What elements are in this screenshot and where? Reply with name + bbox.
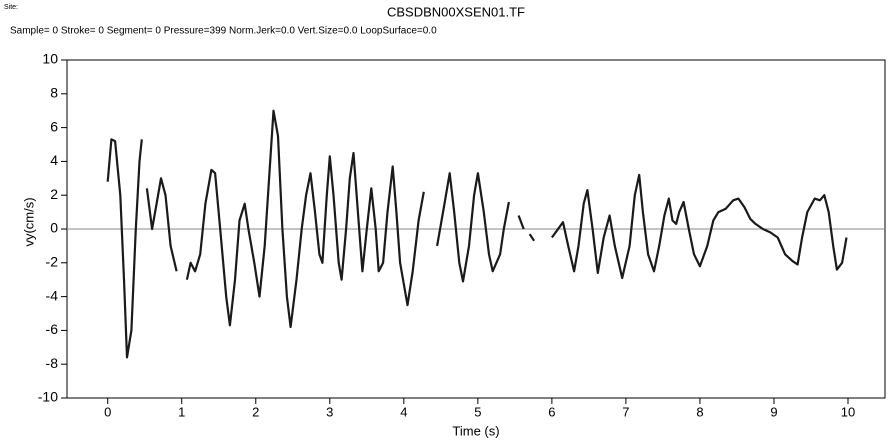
y-tick-label: -6 [46,321,59,337]
x-tick-label: 5 [474,404,481,419]
y-tick-label: 2 [50,186,58,202]
site-label: Site: [4,4,18,11]
x-tick-label: 4 [400,404,407,419]
x-tick-label: 3 [326,404,333,419]
x-tick-label: 6 [548,404,555,419]
y-tick-label: -8 [46,355,59,371]
y-tick-label: -2 [46,254,59,270]
chart-title: CBSDBN00XSEN01.TF [387,4,525,19]
chart-subtitle: Sample= 0 Stroke= 0 Segment= 0 Pressure=… [10,26,437,37]
data-line [106,109,848,359]
y-tick-label: -4 [46,287,59,303]
y-tick-label: -10 [38,389,58,405]
x-tick-label: 1 [178,404,185,419]
x-tick-label: 8 [696,404,703,419]
x-axis-label: Time (s) [452,423,499,438]
y-tick-label: 6 [50,118,58,134]
x-tick-label: 9 [770,404,777,419]
x-tick-label: 2 [252,404,259,419]
x-tick-label: 10 [841,404,855,419]
y-tick-label: 4 [50,152,58,168]
y-axis-label: vy(cm/s) [21,197,36,246]
y-tick-label: 10 [42,51,58,67]
y-tick-label: 8 [50,85,58,101]
x-tick-label: 7 [622,404,629,419]
y-tick-label: 0 [50,220,58,236]
x-tick-label: 0 [104,404,111,419]
